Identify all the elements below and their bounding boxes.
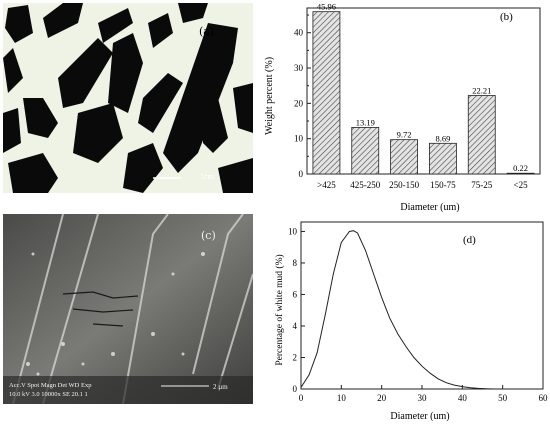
- y-tick-label-b: 20: [294, 98, 304, 108]
- y-tick-label-d: 6: [293, 289, 298, 299]
- bar-value-label: 8.69: [435, 133, 450, 143]
- x-tick-label-b: 75-25: [471, 180, 492, 190]
- x-tick-label-d: 20: [377, 393, 387, 403]
- plot-frame-b: [306, 7, 541, 175]
- x-tick-label-d: 40: [458, 393, 468, 403]
- x-tick-label-d: 10: [337, 393, 347, 403]
- x-tick-label-d: 0: [299, 393, 304, 403]
- y-axis-title-d: Percentage of white mud (%): [274, 254, 285, 365]
- bar-2: [390, 139, 418, 175]
- sem-info-line2: 10.0 kV 3.0 10000x SE 20.1 1: [9, 391, 88, 398]
- bar-5: [506, 172, 535, 175]
- y-tick-label-b: 10: [294, 134, 304, 144]
- bar-value-label: 13.19: [356, 117, 375, 127]
- sem-panel-c: Acc.V Spot Magn Det WD Exp 10.0 kV 3.0 1…: [3, 214, 253, 404]
- photo-panel-a: 1cm (a): [3, 3, 253, 193]
- x-tick-label-d: 50: [498, 393, 508, 403]
- bar-value-label: 0.22: [513, 163, 528, 173]
- bar-value-label: 45.96: [317, 2, 336, 12]
- scale-text-c: 2 µm: [213, 383, 228, 391]
- y-axis-title-b: Weight percent (%): [264, 57, 275, 135]
- sem-image: Acc.V Spot Magn Det WD Exp 10.0 kV 3.0 1…: [3, 214, 253, 404]
- bar-0: [312, 11, 341, 175]
- panel-c-label: (c): [201, 229, 216, 242]
- x-axis-title-b: Diameter (um): [400, 202, 459, 213]
- scale-text-a: 1cm: [200, 172, 215, 181]
- y-tick-label-d: 0: [293, 384, 298, 394]
- bar-1: [351, 127, 380, 175]
- y-tick-label-d: 2: [293, 352, 298, 362]
- y-tick-label-b: 30: [294, 63, 304, 73]
- bar-value-label: 22.21: [472, 86, 491, 96]
- plot-frame-d: [300, 221, 544, 390]
- y-tick-label-b: 40: [294, 28, 304, 38]
- x-tick-label-b: 150-75: [430, 180, 456, 190]
- y-tick-label-d: 8: [293, 258, 298, 268]
- bar-4: [467, 95, 496, 175]
- x-axis-title-d: Diameter (um): [390, 411, 449, 422]
- particle-photo: 1cm: [3, 3, 253, 193]
- bar-chart-b: 45.96 >425 13.19 425-250 9.72 250-150 8.69 150-…: [264, 2, 541, 213]
- y-tick-label-b: 0: [299, 169, 304, 179]
- bar-value-label: 9.72: [397, 130, 412, 140]
- panel-d-label: (d): [463, 234, 476, 246]
- x-tick-label-d: 30: [418, 393, 428, 403]
- sem-info-line1: Acc.V Spot Magn Det WD Exp: [9, 382, 91, 389]
- x-tick-label-b: 425-250: [350, 180, 380, 190]
- panel-a-label: (a): [199, 25, 215, 38]
- x-tick-label-b: <25: [514, 180, 529, 190]
- bar-3: [429, 142, 457, 175]
- white-mud-curve: [300, 230, 495, 390]
- x-tick-label-d: 60: [539, 393, 549, 403]
- x-tick-label-b: 250-150: [389, 180, 419, 190]
- line-chart-d: 0 10 20 30 40 50 60 0 2 4 6 8 10 (d) Diameter (um) P…: [274, 221, 549, 422]
- y-tick-label-d: 10: [288, 226, 298, 236]
- x-tick-label-b: >425: [317, 180, 336, 190]
- panel-b-label: (b): [500, 11, 513, 23]
- y-tick-label-d: 4: [293, 321, 298, 331]
